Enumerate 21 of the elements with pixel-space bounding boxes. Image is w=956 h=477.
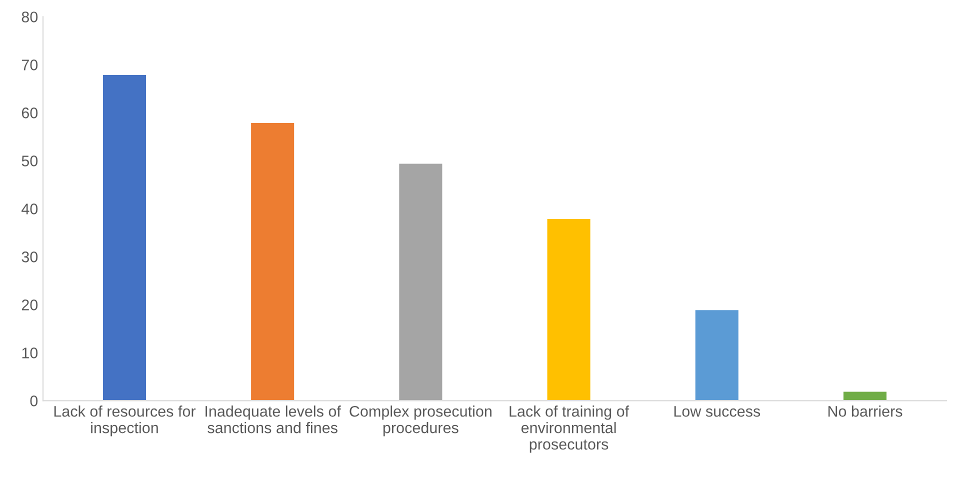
x-tick-label: Lack of training of environmental prosecutors xyxy=(510,406,630,453)
x-tick-label: No barriers xyxy=(828,406,902,417)
bar xyxy=(546,218,592,401)
y-tick-label: 10 xyxy=(22,348,38,358)
y-tick-label: 0 xyxy=(30,396,38,406)
bar xyxy=(102,74,148,401)
x-tick-label: Inadequate levels of sanctions and fines xyxy=(206,406,341,434)
bar xyxy=(842,390,888,401)
y-tick-label: 20 xyxy=(22,300,38,310)
y-tick-label: 50 xyxy=(22,156,38,166)
y-tick-label: 40 xyxy=(22,204,38,214)
y-tick-label: 80 xyxy=(22,12,38,22)
x-tick-label: Lack of resources for inspection xyxy=(54,406,196,436)
x-tick-label: Complex prosecution procedures xyxy=(350,406,492,436)
x-tick-label: Low success xyxy=(674,406,760,417)
bar xyxy=(694,308,740,401)
bar xyxy=(250,122,296,401)
bar xyxy=(398,162,444,401)
y-tick-label: 30 xyxy=(22,252,38,262)
y-tick-label: 60 xyxy=(22,108,38,118)
y-tick-label: 70 xyxy=(22,60,38,70)
